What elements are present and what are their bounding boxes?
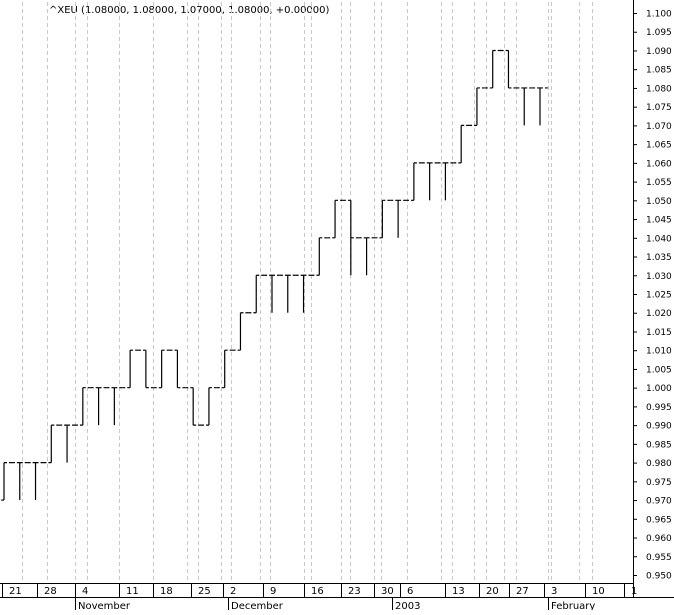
- y-tick-label: 1.045: [646, 216, 672, 226]
- x-tick-label: 1: [631, 586, 637, 597]
- x-tick-label: 28: [44, 586, 57, 597]
- y-tick-label: 1.085: [646, 66, 672, 76]
- x-tick-label: 16: [311, 586, 324, 597]
- x-tick-label: 13: [452, 586, 465, 597]
- y-tick-label: 1.030: [646, 272, 672, 282]
- y-tick-label: 1.055: [646, 178, 672, 188]
- y-tick-label: 1.095: [646, 28, 672, 38]
- y-tick-label: 1.025: [646, 291, 672, 301]
- x-tick-label: 10: [592, 586, 605, 597]
- y-tick-label: 0.960: [646, 534, 672, 544]
- y-tick-label: 1.040: [646, 234, 672, 244]
- y-tick-label: 0.995: [646, 403, 672, 413]
- y-tick-label: 0.955: [646, 553, 672, 563]
- y-tick-label: 1.060: [646, 159, 672, 169]
- y-tick-label: 1.005: [646, 365, 672, 375]
- y-tick-label: 0.970: [646, 497, 672, 507]
- y-tick-label: 1.010: [646, 347, 672, 357]
- chart-title: ^XEU (1.08000, 1.08000, 1.07000, 1.08000…: [49, 5, 330, 16]
- month-label: November: [78, 601, 131, 610]
- y-tick-label: 1.070: [646, 122, 672, 132]
- y-tick-label: 1.000: [646, 384, 672, 394]
- x-tick-label: 18: [160, 586, 173, 597]
- y-tick-label: 1.065: [646, 141, 672, 151]
- x-tick-label: 9: [270, 586, 276, 597]
- x-tick-label: 3: [551, 586, 557, 597]
- y-tick-label: 1.015: [646, 328, 672, 338]
- month-label: 2003: [395, 601, 420, 610]
- month-label: February: [551, 601, 595, 610]
- y-tick-label: 0.985: [646, 440, 672, 450]
- x-tick-label: 11: [126, 586, 139, 597]
- y-tick-label: 0.975: [646, 478, 672, 488]
- y-tick-label: 1.090: [646, 47, 672, 57]
- x-tick-label: 20: [486, 586, 499, 597]
- y-tick-label: 1.020: [646, 309, 672, 319]
- x-tick-label: 27: [516, 586, 529, 597]
- x-tick-label: 23: [348, 586, 361, 597]
- x-tick-label: 2: [230, 586, 236, 597]
- x-tick-label: 30: [381, 586, 394, 597]
- y-tick-label: 0.950: [646, 572, 672, 582]
- x-tick-label: 4: [82, 586, 88, 597]
- x-tick-label: 21: [9, 586, 22, 597]
- y-tick-label: 1.075: [646, 103, 672, 113]
- y-tick-label: 1.035: [646, 253, 672, 263]
- y-tick-label: 1.080: [646, 84, 672, 94]
- x-tick-label: 6: [407, 586, 413, 597]
- x-tick-label: 25: [198, 586, 211, 597]
- y-tick-label: 0.980: [646, 459, 672, 469]
- y-tick-label: 1.050: [646, 197, 672, 207]
- y-tick-label: 0.990: [646, 422, 672, 432]
- month-label: December: [231, 601, 284, 610]
- y-tick-label: 1.100: [646, 10, 672, 20]
- y-tick-label: 0.965: [646, 515, 672, 525]
